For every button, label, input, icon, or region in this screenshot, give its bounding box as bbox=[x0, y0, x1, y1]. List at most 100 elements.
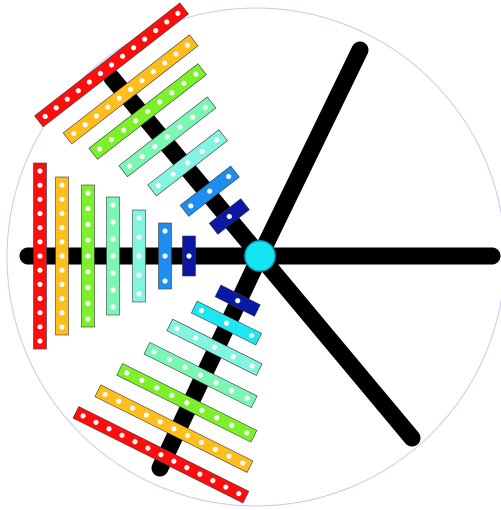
bar-6 bbox=[158, 222, 172, 290]
bar-hole bbox=[110, 202, 116, 208]
bar-hole bbox=[177, 124, 183, 130]
bar-hole bbox=[145, 108, 151, 115]
bar-3 bbox=[116, 363, 258, 443]
bar-hole bbox=[193, 71, 199, 77]
bar-hole bbox=[212, 446, 218, 452]
bar-hole bbox=[37, 253, 43, 259]
bar-hole bbox=[85, 300, 91, 306]
bar-hole bbox=[211, 344, 218, 350]
bar-7 bbox=[208, 198, 250, 235]
bar-hole bbox=[86, 79, 92, 85]
bar-hole bbox=[110, 236, 116, 242]
bar-6 bbox=[190, 300, 263, 346]
bar-hole bbox=[136, 253, 142, 259]
hub-top bbox=[244, 240, 276, 272]
bar-6 bbox=[179, 165, 240, 217]
bar-7 bbox=[214, 284, 261, 317]
bar-5 bbox=[147, 129, 228, 197]
bar-hole bbox=[182, 364, 188, 370]
bar-hole bbox=[249, 363, 255, 369]
bar-hole bbox=[193, 335, 199, 341]
bar-4 bbox=[106, 196, 120, 316]
bar-hole bbox=[37, 310, 43, 316]
bar-hole bbox=[214, 415, 220, 421]
bar-hole bbox=[150, 69, 156, 75]
bar-hole bbox=[184, 465, 190, 471]
bar-hole bbox=[188, 203, 194, 209]
bar-hole bbox=[85, 190, 91, 196]
bar-3 bbox=[81, 184, 95, 328]
bar-hole bbox=[236, 490, 242, 497]
bar-hole bbox=[190, 114, 196, 120]
bar-hole bbox=[85, 253, 91, 259]
bar-2 bbox=[94, 384, 254, 473]
bar-hole bbox=[59, 253, 65, 259]
bar-hole bbox=[169, 90, 175, 96]
bar-hole bbox=[157, 99, 163, 105]
bar-hole bbox=[226, 213, 232, 220]
bar-hole bbox=[142, 36, 148, 42]
bar-hole bbox=[244, 395, 250, 401]
bar-hole bbox=[102, 391, 108, 397]
bar-hole bbox=[110, 253, 116, 259]
bar-hole bbox=[207, 188, 213, 194]
bar-hole bbox=[82, 122, 88, 128]
bar-hole bbox=[230, 354, 236, 360]
bar-1 bbox=[33, 162, 47, 350]
bar-hole bbox=[202, 104, 208, 110]
bar-hole bbox=[157, 419, 163, 425]
bar-hole bbox=[93, 419, 99, 425]
outer-circle bbox=[6, 7, 501, 507]
bar-hole bbox=[37, 281, 43, 287]
bar-hole bbox=[93, 113, 100, 119]
bar-hole bbox=[136, 215, 142, 221]
bar-5 bbox=[166, 318, 263, 376]
bar-hole bbox=[151, 349, 157, 355]
bar-hole bbox=[131, 45, 137, 51]
bar-hole bbox=[248, 332, 255, 339]
bar-hole bbox=[152, 144, 158, 150]
bar-hole bbox=[59, 310, 65, 316]
bar-hole bbox=[136, 291, 142, 297]
bar-hole bbox=[185, 432, 191, 439]
bar-hole bbox=[171, 426, 177, 432]
bar-hole bbox=[59, 324, 65, 330]
bar-hole bbox=[119, 53, 126, 59]
bar-hole bbox=[155, 182, 161, 189]
bar-hole bbox=[37, 295, 43, 302]
bar-hole bbox=[175, 10, 181, 16]
bar-hole bbox=[128, 86, 134, 93]
bar-hole bbox=[64, 96, 70, 102]
bar-hole bbox=[106, 426, 112, 432]
bar-hole bbox=[110, 270, 116, 276]
bar-hole bbox=[181, 80, 187, 87]
bar-hole bbox=[139, 77, 145, 84]
bar-hole bbox=[139, 377, 145, 383]
bar-hole bbox=[171, 458, 177, 464]
bar-hole bbox=[133, 118, 139, 124]
bar-hole bbox=[37, 196, 43, 202]
bar-hole bbox=[75, 88, 81, 94]
bar-hole bbox=[116, 398, 122, 404]
bar-hole bbox=[96, 146, 103, 152]
bar-hole bbox=[164, 134, 170, 140]
bar-hole bbox=[145, 445, 151, 451]
bar-hole bbox=[71, 130, 77, 137]
bar-hole bbox=[59, 281, 65, 287]
bar-hole bbox=[85, 206, 91, 212]
bar-1 bbox=[34, 2, 189, 128]
spoke-upper-right bbox=[251, 41, 369, 265]
bar-hole bbox=[229, 422, 235, 428]
bar-hole bbox=[223, 484, 229, 490]
bar-hole bbox=[85, 269, 91, 275]
bar-hole bbox=[213, 380, 219, 386]
bar-hole bbox=[184, 42, 191, 48]
bar-3 bbox=[88, 63, 207, 160]
bar-hole bbox=[129, 405, 136, 411]
bar-hole bbox=[226, 453, 232, 459]
bar-hole bbox=[210, 477, 216, 484]
bar-hole bbox=[162, 253, 168, 259]
bar-hole bbox=[59, 225, 65, 231]
bar-hole bbox=[42, 113, 48, 120]
